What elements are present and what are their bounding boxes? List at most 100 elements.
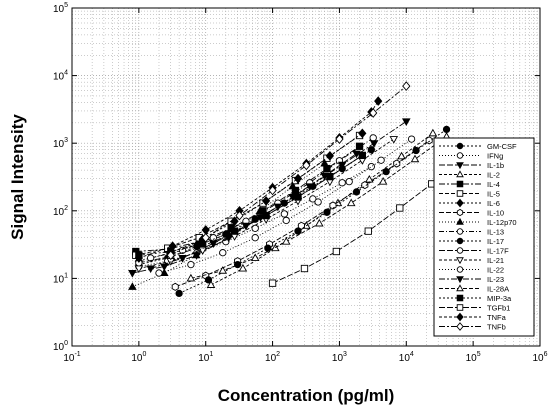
data-point-il-4 (355, 142, 364, 150)
data-point-il-12p70 (128, 282, 137, 290)
legend-item-il-4: IL-4 (439, 180, 500, 189)
series-il-23 (146, 118, 411, 274)
x-tick-label: 102 (265, 351, 280, 364)
data-point-il-28a (186, 273, 196, 282)
series-line-il-17 (178, 129, 447, 294)
data-point-il-21 (134, 265, 144, 274)
data-point-tnfb (268, 185, 277, 196)
y-tick-label-base: 10 (53, 342, 65, 353)
data-point-tnfa (134, 253, 143, 263)
data-point-il-28a (410, 154, 420, 163)
data-point-mip-3a (294, 193, 302, 201)
legend-marker (456, 276, 464, 284)
legend-marker (456, 180, 464, 188)
legend-label: IFNg (487, 152, 503, 161)
legend-marker (456, 294, 464, 302)
data-point-il-23 (209, 240, 218, 248)
legend-marker (456, 322, 464, 331)
data-point-il-12p70 (288, 181, 297, 190)
data-point-il-23 (305, 183, 315, 191)
y-tick-label-base: 10 (53, 4, 65, 15)
x-tick-label-base: 10 (399, 353, 411, 364)
data-point-il-28a (315, 218, 324, 227)
x-tick-label-exponent: -1 (74, 351, 80, 358)
plot-frame (71, 7, 541, 347)
data-point-il-17 (204, 276, 213, 284)
x-tick-label-base: 10 (63, 353, 75, 364)
data-point-il-10 (171, 282, 179, 291)
data-point-il-10 (393, 159, 401, 168)
data-point-il-2 (365, 174, 374, 183)
data-point-il-17 (352, 188, 361, 196)
data-point-il-28a (346, 198, 356, 207)
data-point-tgfb1 (364, 227, 372, 235)
legend-item-il-23: IL-23 (439, 275, 504, 284)
data-point-il-2 (238, 263, 248, 272)
y-tick-label-exponent: 3 (64, 137, 68, 144)
data-point-il-12p70 (191, 250, 201, 259)
data-point-gm-csf (367, 146, 375, 154)
series-line-il-13 (150, 137, 374, 259)
data-point-mip-3a (230, 227, 239, 235)
legend-label: IL-6 (487, 199, 500, 208)
legend-label: TNFa (487, 313, 507, 322)
data-point-ifng (280, 210, 288, 218)
data-point-il-17 (294, 227, 302, 235)
data-point-tgfb1 (332, 247, 341, 256)
data-point-il-17 (323, 208, 331, 216)
data-point-il-22 (282, 216, 290, 225)
x-tick-label: 10-1 (63, 351, 80, 364)
data-point-il-17 (442, 125, 451, 134)
y-tick-label-exponent: 5 (64, 2, 68, 9)
data-point-il-2 (397, 151, 406, 160)
series-line-il-17f (138, 155, 363, 264)
data-point-il-22 (314, 198, 322, 206)
legend-item-ifng: IFNg (439, 152, 503, 161)
series-tnfb (166, 81, 411, 261)
data-point-mip-3a (358, 151, 366, 160)
data-point-il-22 (251, 234, 259, 242)
x-tick-label-base: 10 (532, 353, 544, 364)
series-line-ifng (138, 166, 372, 267)
x-tick-label-base: 10 (466, 353, 478, 364)
data-point-il-22 (187, 260, 195, 269)
y-axis-title: Signal Intensity (8, 114, 27, 240)
legend-item-il-6: IL-6 (439, 198, 500, 208)
legend-item-il-5: IL-5 (439, 190, 500, 199)
x-tick-label: 101 (198, 351, 213, 364)
data-point-il-17 (412, 146, 420, 155)
legend-label: TGFb1 (487, 304, 510, 313)
data-point-il-23 (273, 203, 283, 212)
data-point-il-2 (206, 280, 216, 288)
data-point-tnfb (201, 232, 210, 243)
legend-marker (456, 170, 464, 178)
y-tick-label: 104 (53, 70, 68, 83)
series-line-il-2 (210, 132, 434, 286)
data-point-tnfb (235, 210, 244, 221)
y-tick-label: 101 (53, 272, 68, 285)
data-point-il-13 (209, 234, 217, 242)
legend-marker (456, 162, 464, 170)
legend-item-il-28a: IL-28A (439, 284, 509, 294)
y-tick-label-exponent: 1 (64, 272, 68, 279)
series-line-tnfb (170, 85, 407, 256)
legend: GM-CSFIFNgIL-1bIL-2IL-4IL-5IL-6IL-10IL-1… (433, 137, 535, 337)
axis-ticks: 10-1 100 101 102 103 104 105 106100101102103104… (53, 2, 548, 364)
x-tick-label: 103 (332, 351, 347, 364)
legend-item-tgfb1: TGFb1 (439, 304, 510, 313)
legend-label: IL-12p70 (487, 218, 517, 227)
data-point-ifng (338, 179, 346, 187)
legend-item-tnfb: TNFb (439, 322, 506, 332)
series-il-22 (155, 135, 416, 277)
data-point-il-17 (175, 289, 183, 298)
legend-label: MIP-3a (487, 294, 512, 303)
series-line-il-5 (135, 135, 360, 256)
legend-item-il-13: IL-13 (439, 228, 504, 237)
legend-label: IL-2 (487, 171, 500, 180)
data-point-il-1b (128, 270, 137, 278)
data-point-il-28a (218, 266, 228, 274)
data-point-il-22 (219, 249, 227, 257)
y-tick-label-exponent: 0 (64, 340, 68, 347)
x-tick-label-base: 10 (131, 353, 143, 364)
